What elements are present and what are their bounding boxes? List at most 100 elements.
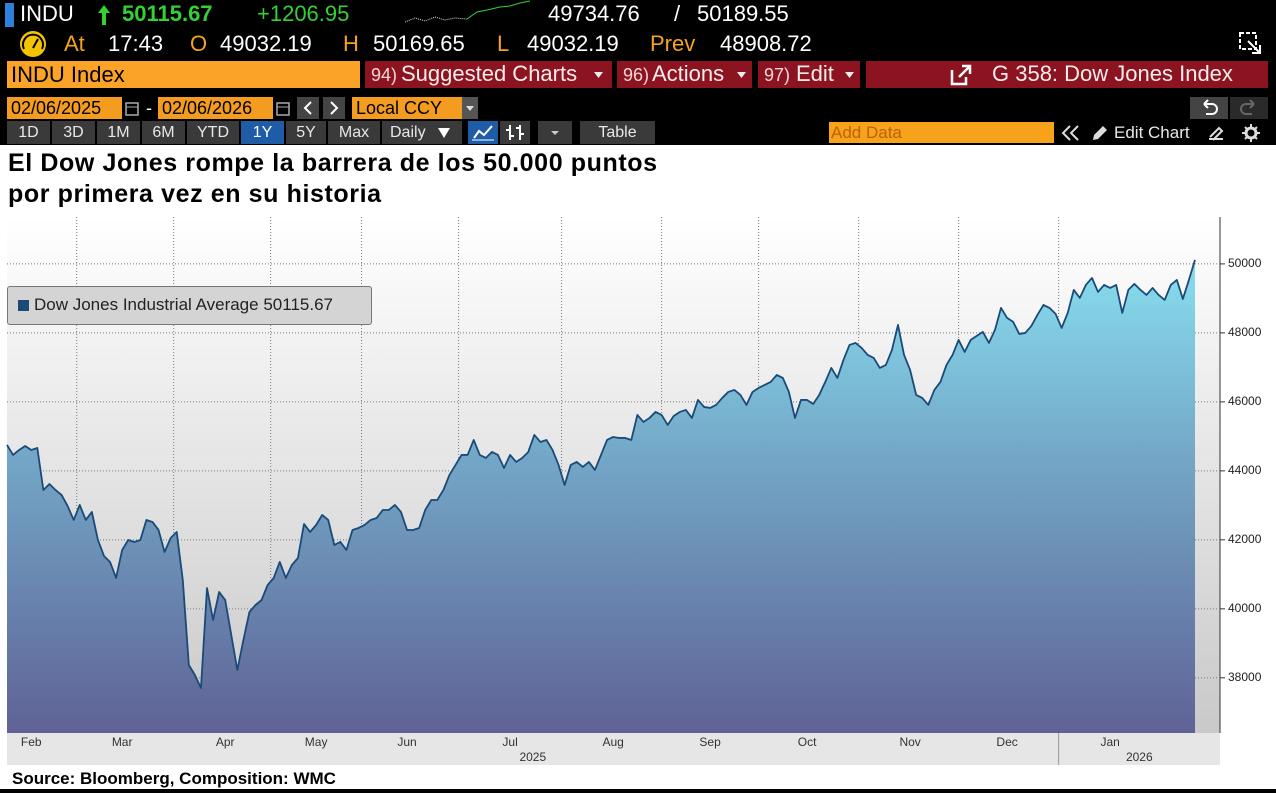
x-tick-label: Jul	[502, 735, 517, 749]
quote-label: O	[190, 31, 208, 56]
x-tick-label: Apr	[216, 735, 235, 749]
source: Source: Bloomberg, Composition: WMC	[12, 769, 336, 788]
separator: /	[674, 1, 681, 26]
x-tick-label: May	[305, 735, 328, 749]
legend[interactable]: Dow Jones Industrial Average 50115.67	[7, 286, 372, 325]
area	[7, 259, 1195, 733]
pencil-icon	[1093, 126, 1107, 140]
menu-button[interactable]: 97) Edit	[758, 61, 860, 88]
line	[6, 259, 1196, 689]
legend-swatch	[18, 300, 29, 311]
calendar-icon[interactable]	[276, 100, 290, 116]
x-tick-label: Feb	[21, 735, 42, 749]
dropdown-icon	[737, 72, 746, 78]
period-button[interactable]: 5Y	[286, 121, 326, 144]
year-label: 2026	[1126, 750, 1153, 764]
quote-label: Prev	[650, 31, 696, 56]
x-tick-label: Dec	[996, 735, 1017, 749]
up-arrow-icon	[98, 5, 110, 25]
ticker: INDU	[20, 1, 74, 26]
menu-label: Edit	[796, 61, 834, 86]
period-button[interactable]: 3D	[52, 121, 95, 144]
x-tick-label: Jan	[1100, 735, 1119, 749]
end-date-field[interactable]: 02/06/2026	[158, 97, 273, 119]
add-data-field[interactable]: Add Data	[829, 122, 1054, 143]
launch-icon[interactable]	[950, 64, 972, 86]
security-field[interactable]: INDU Index	[7, 61, 360, 88]
end-date: 02/06/2026	[162, 98, 253, 118]
menu-button[interactable]: 94) Suggested Charts	[365, 61, 612, 88]
settings-icons[interactable]	[1206, 122, 1268, 144]
add-data: Add Data	[831, 123, 902, 142]
quote-value: 17:43	[108, 31, 164, 56]
period-button[interactable]: YTD	[187, 121, 239, 144]
menu-number: 96)	[623, 65, 650, 85]
period-button[interactable]: 6M	[142, 121, 185, 144]
x-tick-label: Aug	[602, 735, 623, 749]
date-separator: -	[146, 98, 152, 118]
security: INDU Index	[11, 62, 125, 87]
quote-label: H	[343, 31, 359, 56]
frequency: Daily	[390, 124, 426, 141]
start-date: 02/06/2025	[11, 98, 102, 118]
x-tick-label: Nov	[899, 735, 920, 749]
sparkline-icon	[405, 0, 530, 23]
quote-value: 49032.19	[220, 31, 312, 56]
menu-number: 97)	[764, 65, 791, 85]
currency-field[interactable]: Local CCY	[352, 97, 462, 119]
currency: Local CCY	[356, 98, 443, 118]
chart-type-icons[interactable]	[468, 121, 572, 144]
ticker-flag	[5, 3, 14, 27]
expand-icon[interactable]	[1238, 31, 1264, 57]
quote-value: 49032.19	[527, 31, 619, 56]
menu-label: Suggested Charts	[401, 61, 578, 86]
last-price: 50115.67	[122, 1, 213, 26]
ask: 50189.55	[697, 1, 789, 26]
edit-chart[interactable]: Edit Chart	[1114, 123, 1190, 142]
y-tick-label: 40000	[1228, 601, 1262, 615]
function-name: G 358: Dow Jones Index	[992, 61, 1233, 86]
calendar-icon[interactable]	[125, 100, 139, 116]
x-axis-band	[7, 733, 1220, 765]
y-tick-label: 42000	[1228, 532, 1262, 546]
period-button[interactable]: 1M	[97, 121, 140, 144]
menu-label: Actions	[652, 61, 725, 86]
x-tick-label: Mar	[112, 735, 133, 749]
gauge-icon	[20, 31, 46, 57]
quote-value: 50169.65	[373, 31, 465, 56]
period-button[interactable]: 1D	[7, 121, 50, 144]
y-tick-label: 48000	[1228, 325, 1262, 339]
x-tick-label: Jun	[397, 735, 416, 749]
x-tick-label: Sep	[699, 735, 721, 749]
bid: 49734.76	[548, 1, 640, 26]
year-label: 2025	[519, 750, 546, 764]
y-tick-label: 44000	[1228, 463, 1262, 477]
dropdown-icon	[845, 72, 854, 78]
quote-label: At	[64, 31, 85, 56]
net-change: +1206.95	[257, 1, 350, 26]
period-button[interactable]: Max	[328, 121, 380, 144]
title-line: por primera vez en su historia	[8, 180, 382, 208]
table-button[interactable]: Table	[580, 121, 655, 144]
menu-number: 94)	[371, 65, 398, 85]
quote-value: 48908.72	[720, 31, 812, 56]
y-tick-label: 38000	[1228, 670, 1262, 684]
chart-title: El Dow Jones rompe la barrera de los 50.…	[8, 148, 658, 210]
frequency-button[interactable]: Daily	[382, 121, 462, 144]
dropdown-icon	[438, 128, 450, 138]
start-date-field[interactable]: 02/06/2025	[7, 97, 122, 119]
menu-button[interactable]: 96) Actions	[617, 61, 752, 88]
legend-label: Dow Jones Industrial Average	[34, 295, 259, 314]
y-tick-label: 46000	[1228, 394, 1262, 408]
nav-buttons[interactable]	[297, 97, 345, 119]
x-tick-label: Oct	[798, 735, 817, 749]
dropdown-icon[interactable]	[462, 97, 478, 119]
quote-label: L	[497, 31, 510, 56]
period-button[interactable]: 1Y	[241, 121, 284, 144]
title-line: El Dow Jones rompe la barrera de los 50.…	[8, 149, 658, 177]
undo-redo[interactable]	[1190, 97, 1268, 119]
y-tick-label: 50000	[1228, 256, 1262, 270]
dropdown-icon	[594, 72, 603, 78]
collapse-icon[interactable]	[1060, 124, 1082, 142]
